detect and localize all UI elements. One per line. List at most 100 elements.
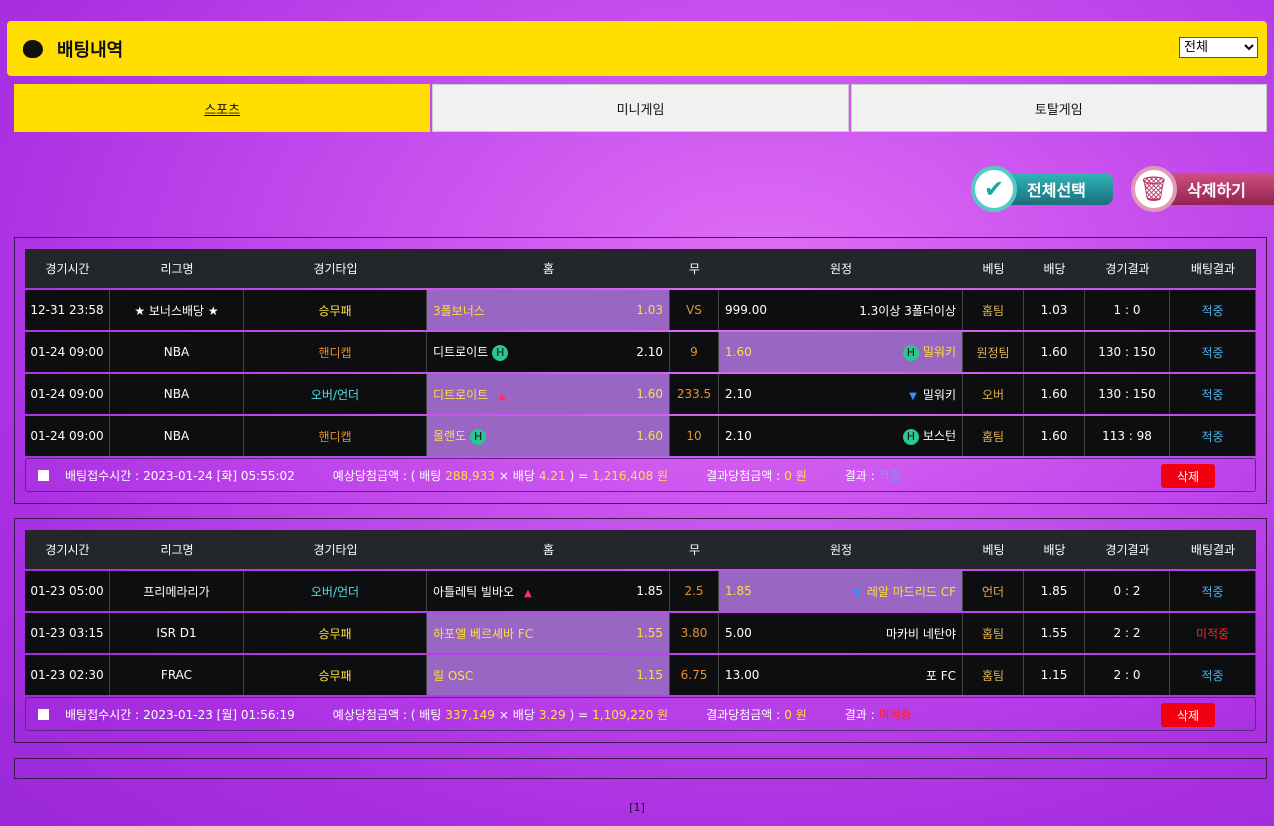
match-time: 01-24 09:00 xyxy=(25,416,110,456)
away-cell[interactable]: 13.00 포 FC xyxy=(719,655,963,695)
home-team: 하포엘 베르셰바 FC xyxy=(433,626,534,641)
home-team-group: 올랜도 H xyxy=(433,427,490,445)
select-all-button[interactable]: ✔ 전체선택 xyxy=(971,165,1113,213)
delete-button[interactable]: 삭제 xyxy=(1161,464,1215,488)
home-cell[interactable]: 올랜도 H 1.60 xyxy=(427,416,670,456)
column-header: 홈 xyxy=(427,249,670,288)
slip-result: 적중 xyxy=(878,468,901,483)
home-cell[interactable]: 디트로이트 ▲ 1.60 xyxy=(427,374,670,414)
tab-totalgame[interactable]: 토탈게임 xyxy=(850,84,1267,132)
away-team: 레알 마드리드 CF xyxy=(866,584,956,599)
filter-select[interactable]: 전체 xyxy=(1179,37,1258,58)
won-amount: 0 원 xyxy=(784,468,807,483)
column-header: 배팅결과 xyxy=(1170,530,1256,569)
arrow-down-icon: ▼ xyxy=(853,587,861,599)
away-cell[interactable]: 2.10 H 보스턴 xyxy=(719,416,963,456)
match-time: 01-23 02:30 xyxy=(25,655,110,695)
result-group: 결과 : 미적중 xyxy=(845,706,916,723)
bet-table: 경기시간 리그명 경기타입 홈 무 원정 베팅 배당 경기결과 배팅결과 12-31 23:58 ★ … xyxy=(25,249,1256,456)
home-cell[interactable]: 릴 OSC 1.15 xyxy=(427,655,670,695)
handicap-badge-icon: H xyxy=(902,428,919,445)
game-type: 승무패 xyxy=(244,655,427,695)
bet-odds: 1.03 xyxy=(1024,290,1085,330)
bet-odds: 1.60 xyxy=(1024,332,1085,372)
bet-pick: 언더 xyxy=(963,571,1024,611)
column-header: 경기타입 xyxy=(244,530,427,569)
arrow-up-icon: ▲ xyxy=(498,390,506,402)
home-odds: 1.55 xyxy=(636,626,663,640)
home-team-group: 릴 OSC xyxy=(433,667,473,684)
result-label: 결과 : xyxy=(844,707,875,722)
pagination[interactable]: [1] xyxy=(629,801,645,814)
draw-cell[interactable]: 2.5 xyxy=(670,571,719,611)
handicap-badge-icon: H xyxy=(492,344,509,361)
expected-expected-label: 예상당첨금액 : ( 배팅 xyxy=(332,468,442,483)
receipt-time-label: 배팅접수시간 : xyxy=(65,707,140,722)
away-odds: 2.10 xyxy=(725,429,752,443)
home-cell[interactable]: 3폴보너스 1.03 xyxy=(427,290,670,330)
bet-slip: 경기시간 리그명 경기타입 홈 무 원정 베팅 배당 경기결과 배팅결과 01-23 05:00 프리… xyxy=(14,518,1267,743)
home-odds: 1.60 xyxy=(636,429,663,443)
delete-all-button[interactable]: 🗑 삭제하기 xyxy=(1131,165,1274,213)
away-team: 보스턴 xyxy=(922,429,956,444)
bet-pick: 홈팀 xyxy=(963,290,1024,330)
bet-odds: 1.60 xyxy=(1024,374,1085,414)
column-header: 경기결과 xyxy=(1085,249,1170,288)
home-team: 아틀레틱 빌바오 xyxy=(433,584,515,599)
home-team: 릴 OSC xyxy=(433,668,474,683)
expected-stake: 337,149 xyxy=(445,707,495,722)
home-cell[interactable]: 하포엘 베르셰바 FC 1.55 xyxy=(427,613,670,653)
trash-icon: 🗑 xyxy=(1131,166,1177,212)
away-odds: 1.60 xyxy=(725,345,752,359)
tab-sports[interactable]: 스포츠 xyxy=(14,84,431,132)
game-type: 오버/언더 xyxy=(244,571,427,611)
away-team: 밀워키 xyxy=(922,387,956,402)
match-score: 2 : 2 xyxy=(1085,613,1170,653)
column-header: 무 xyxy=(670,530,719,569)
bet-result: 적중 xyxy=(1170,332,1256,372)
match-time: 01-24 09:00 xyxy=(25,332,110,372)
away-odds: 2.10 xyxy=(725,387,752,401)
draw-cell[interactable]: VS xyxy=(670,290,719,330)
expected-stake: 288,933 xyxy=(445,468,495,483)
expected-group: 예상당첨금액 : ( 배팅 337,149 × 배당 3.29) = 1,109,220… xyxy=(333,706,672,723)
draw-cell[interactable]: 3.80 xyxy=(670,613,719,653)
away-cell[interactable]: 1.60 H 밀워키 xyxy=(719,332,963,372)
league-name: NBA xyxy=(110,416,244,456)
select-checkbox[interactable] xyxy=(38,708,49,720)
away-cell[interactable]: 999.00 1.3이상 3폴더이상 xyxy=(719,290,963,330)
away-cell[interactable]: 5.00 마카비 네탄야 xyxy=(719,613,963,653)
column-header: 배당 xyxy=(1024,530,1085,569)
home-odds: 1.03 xyxy=(636,303,663,317)
select-checkbox[interactable] xyxy=(38,469,49,481)
game-type: 오버/언더 xyxy=(244,374,427,414)
draw-cell[interactable]: 6.75 xyxy=(670,655,719,695)
delete-button[interactable]: 삭제 xyxy=(1161,703,1215,727)
home-cell[interactable]: 아틀레틱 빌바오 ▲ 1.85 xyxy=(427,571,670,611)
receipt-time: 2023-01-23 [월] 01:56:19 xyxy=(143,707,295,722)
draw-cell[interactable]: 9 xyxy=(670,332,719,372)
away-odds: 999.00 xyxy=(725,303,767,317)
match-score: 1 : 0 xyxy=(1085,290,1170,330)
tab-minigame[interactable]: 미니게임 xyxy=(432,84,849,132)
home-team: 디트로이트 xyxy=(433,345,489,360)
draw-cell[interactable]: 10 xyxy=(670,416,719,456)
empty-bar xyxy=(14,758,1267,779)
away-cell[interactable]: 1.85 ▼ 레알 마드리드 CF xyxy=(719,571,963,611)
away-odds: 1.85 xyxy=(725,584,752,598)
won-label: 결과당첨금액 : xyxy=(706,468,781,483)
expected-group: 예상당첨금액 : ( 배팅 288,933 × 배당 4.21) = 1,216,408… xyxy=(333,467,672,484)
page-title: 배팅내역 xyxy=(57,39,124,61)
away-cell[interactable]: 2.10 ▼ 밀워키 xyxy=(719,374,963,414)
slip-result: 미적중 xyxy=(878,707,912,722)
bet-summary: 배팅접수시간 :2023-01-24 [화] 05:55:02 예상당첨금액 : … xyxy=(25,458,1256,492)
game-type: 승무패 xyxy=(244,290,427,330)
home-cell[interactable]: 디트로이트 H 2.10 xyxy=(427,332,670,372)
expected-expected-label: 예상당첨금액 : ( 배팅 xyxy=(332,707,442,722)
draw-cell[interactable]: 233.5 xyxy=(670,374,719,414)
bet-result: 적중 xyxy=(1170,655,1256,695)
arrow-up-icon: ▲ xyxy=(524,587,532,599)
away-team: 마카비 네탄야 xyxy=(885,626,956,641)
category-tabs: 스포츠 미니게임 토탈게임 xyxy=(14,84,1267,132)
league-name: FRAC xyxy=(110,655,244,695)
